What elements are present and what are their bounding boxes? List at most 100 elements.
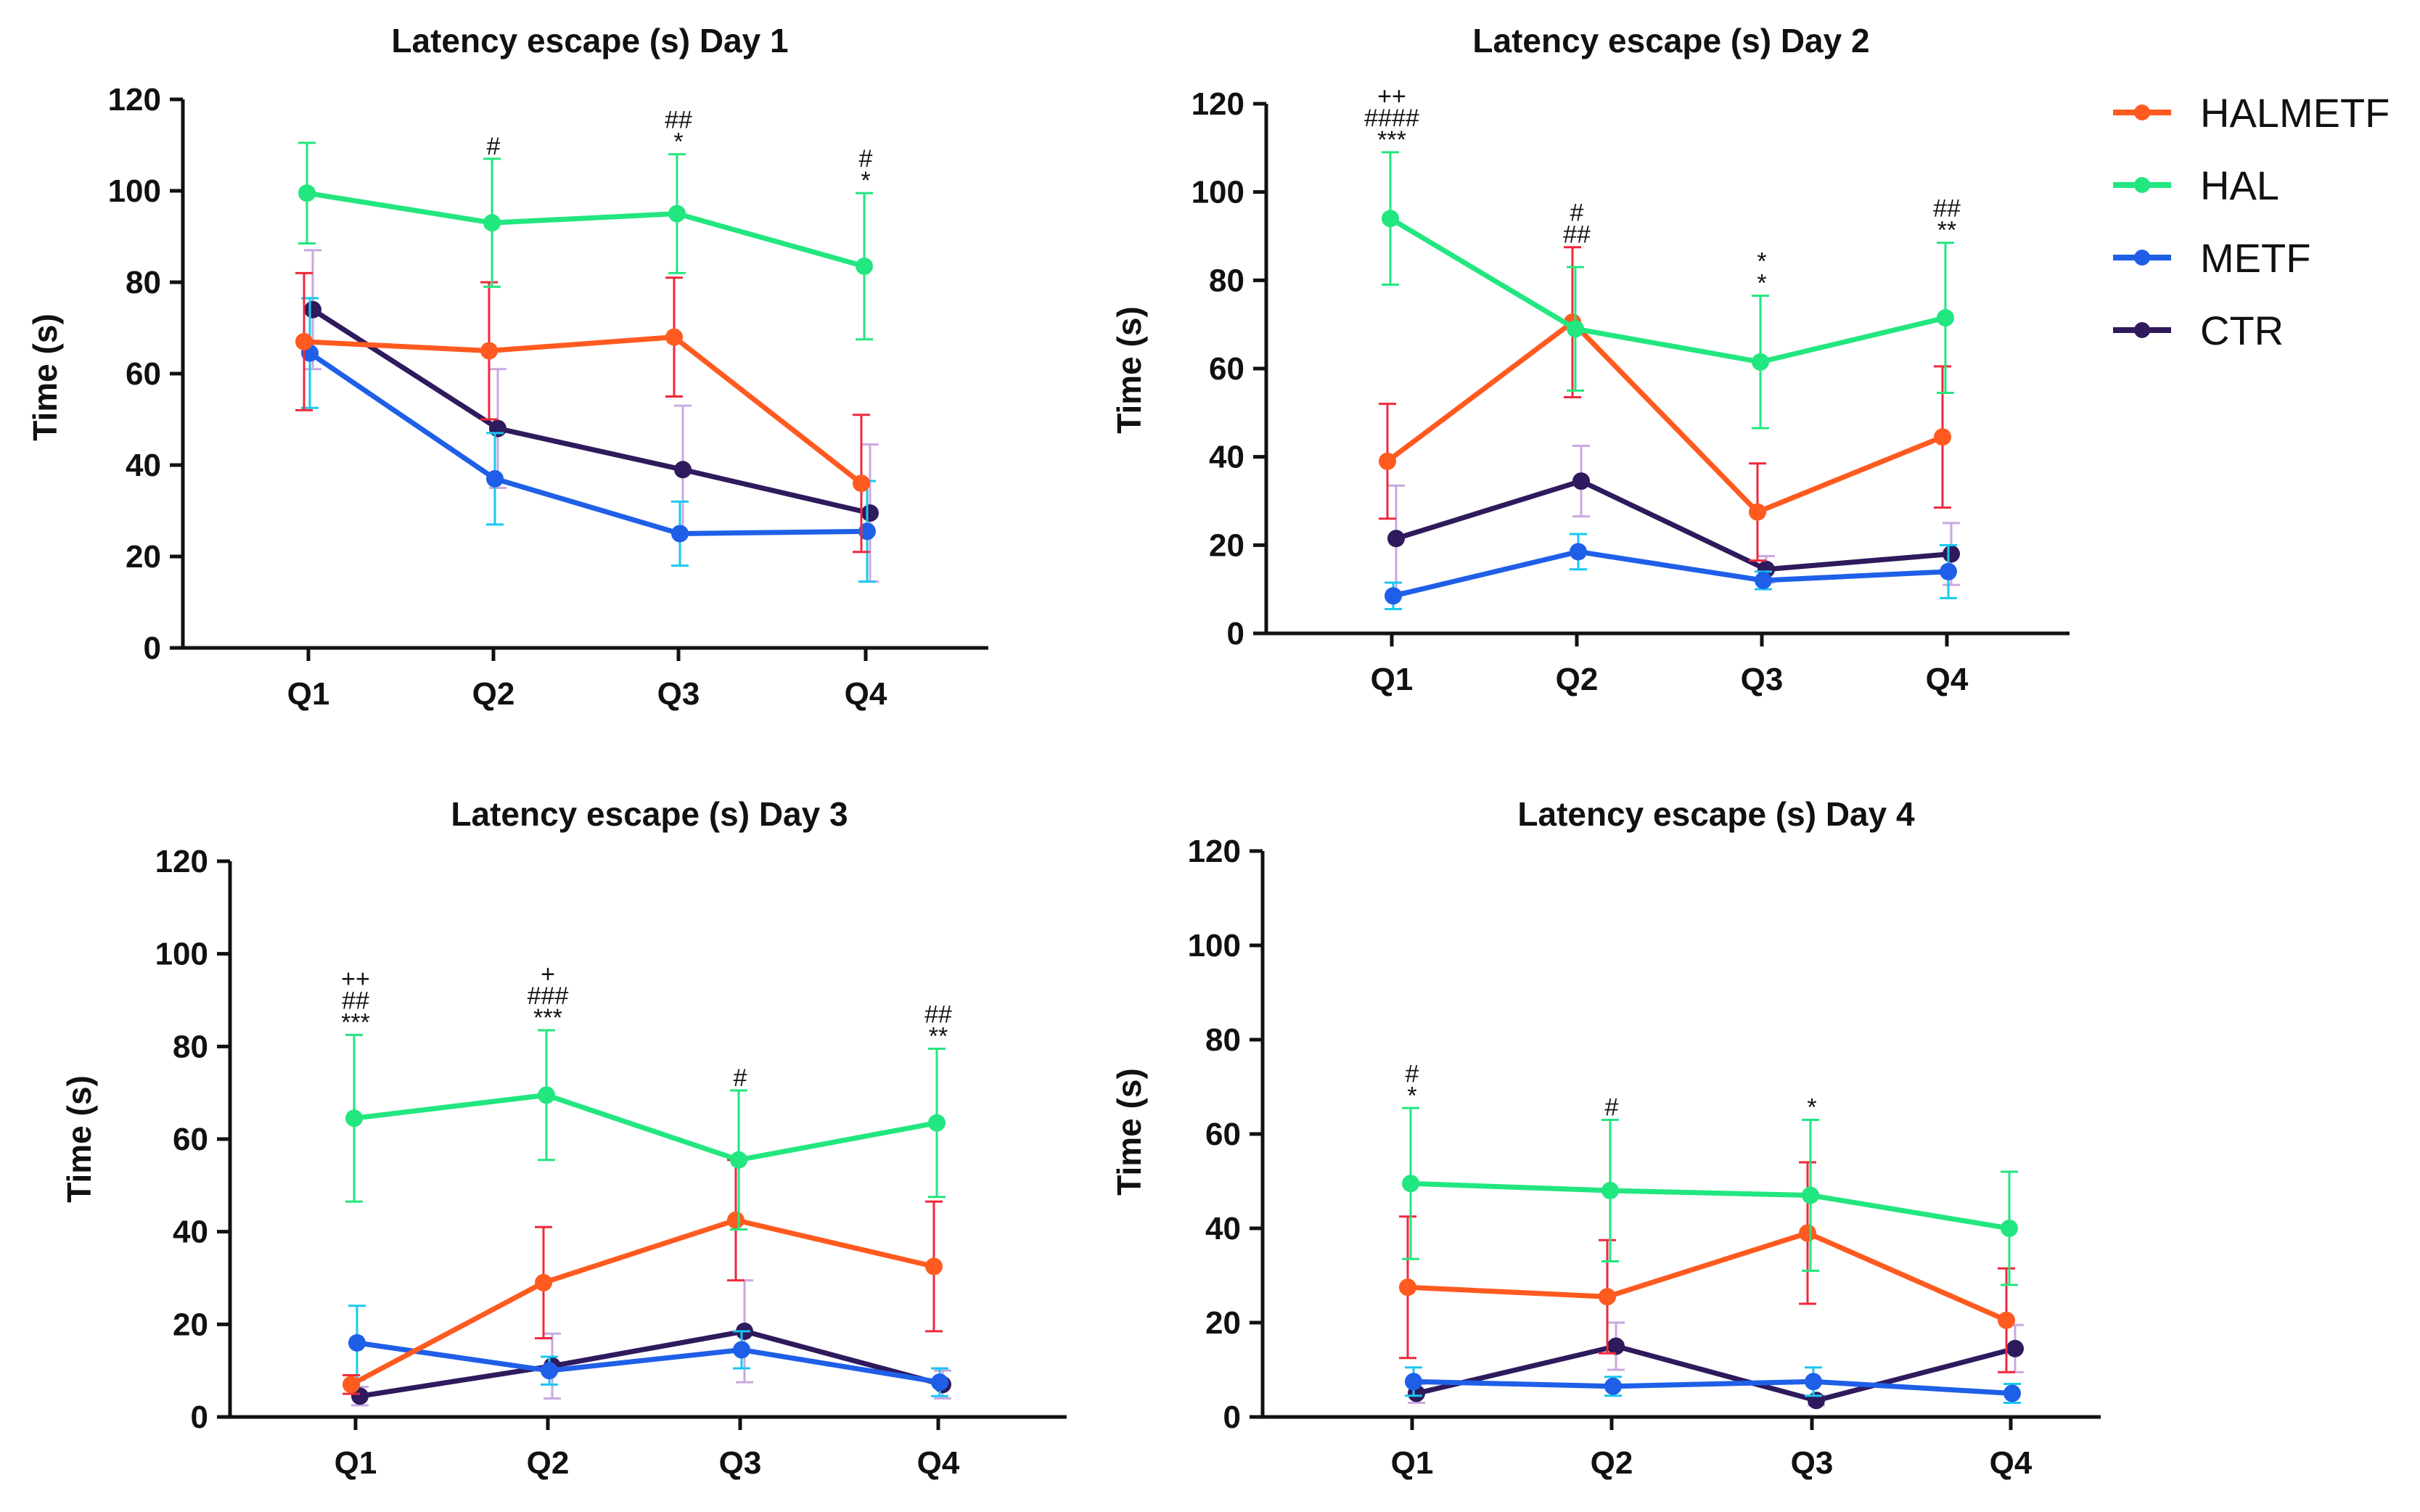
y-axis-label: Time (s): [1110, 1068, 1148, 1196]
series-ctr: [1408, 1321, 2024, 1410]
data-point: [535, 1273, 552, 1291]
series-line: [1413, 1379, 2013, 1396]
series-line: [350, 1217, 935, 1387]
significance-annotation: #*: [1406, 1060, 1419, 1109]
y-tick-label: 80: [1209, 263, 1244, 298]
x-tick-label-q2: Q2: [1556, 662, 1599, 697]
annotation-text: #: [487, 133, 501, 160]
data-point: [1940, 562, 1957, 580]
series-line: [311, 307, 871, 516]
x-tick-label-q4: Q4: [1990, 1445, 2033, 1481]
annotation-text: #: [1570, 200, 1584, 227]
annotation-text: ***: [341, 1008, 370, 1036]
significance-annotation: ##**: [924, 1001, 952, 1051]
series-ctr: [1387, 444, 1960, 593]
data-point: [1385, 587, 1402, 605]
data-point: [931, 1373, 948, 1392]
annotation-text: *: [1757, 248, 1766, 276]
significance-annotation: ##*: [665, 107, 692, 156]
annotation-text: ##: [1933, 195, 1961, 223]
data-point: [1802, 1186, 1819, 1204]
annotation-text: #: [1406, 1060, 1419, 1088]
series-hal: [1382, 151, 1954, 430]
data-point: [928, 1114, 946, 1132]
series-line: [1389, 216, 1946, 365]
legend-label: HAL: [2200, 163, 2279, 208]
series-line: [308, 350, 868, 536]
data-point: [668, 205, 686, 223]
data-point: [1937, 309, 1954, 327]
annotation-text: ##: [342, 987, 369, 1014]
data-point: [1601, 1182, 1619, 1199]
series-line: [1395, 478, 1952, 572]
data-point: [671, 525, 689, 543]
series-line: [1385, 319, 1944, 515]
y-tick-label: 120: [1191, 86, 1244, 122]
legend: HALMETF HAL METF CTR: [2113, 90, 2390, 353]
x-tick-label-q1: Q1: [335, 1445, 377, 1481]
data-point: [1399, 1278, 1416, 1297]
y-tick-label: 0: [144, 630, 161, 666]
data-point: [1570, 543, 1587, 561]
data-point: [2001, 1220, 2018, 1237]
y-tick-label: 0: [1223, 1400, 1241, 1435]
legend-marker: [2134, 322, 2150, 338]
data-point: [538, 1086, 555, 1104]
chart-panel-day-2: Latency escape (s) Day 2 Time (s) 0 20 40 6…: [1110, 22, 2070, 697]
significance-annotation: ##**: [1933, 195, 1961, 245]
series-halmetf: [295, 271, 870, 554]
data-point: [1805, 1373, 1822, 1391]
legend-item-ctr: CTR: [2113, 308, 2284, 353]
data-point: [348, 1334, 366, 1352]
legend-label: HALMETF: [2200, 90, 2390, 136]
legend-marker: [2134, 250, 2150, 266]
data-point: [925, 1257, 943, 1275]
chart-title: Latency escape (s) Day 3: [451, 795, 848, 833]
annotation-text: ++: [1377, 83, 1406, 110]
series-ctr: [351, 1279, 951, 1407]
series-hal: [1402, 1106, 2018, 1286]
chart-panel-day-1: Latency escape (s) Day 1 Time (s) 0 20 40 6…: [26, 22, 988, 712]
annotation-text: #: [734, 1064, 747, 1092]
y-tick-label: 60: [1209, 351, 1244, 387]
chart-title: Latency escape (s) Day 1: [391, 22, 788, 59]
significance-annotation: *: [1807, 1094, 1816, 1122]
series-line: [356, 1340, 940, 1385]
data-point: [1752, 353, 1769, 371]
data-point: [480, 342, 498, 360]
y-tick-label: 60: [1205, 1117, 1241, 1152]
series-metf: [348, 1304, 948, 1397]
annotation-text: **: [1937, 217, 1956, 245]
x-tick-label-q1: Q1: [1391, 1445, 1434, 1481]
data-point: [1567, 320, 1584, 338]
data-point: [298, 184, 316, 202]
y-tick-label: 80: [126, 265, 161, 300]
data-point: [1749, 503, 1766, 521]
data-point: [1799, 1224, 1816, 1242]
series-line: [306, 190, 865, 269]
data-point: [1402, 1175, 1419, 1193]
data-point: [2006, 1339, 2024, 1357]
x-tick-label-q2: Q2: [1591, 1445, 1633, 1481]
y-axis-label: Time (s): [1110, 306, 1148, 434]
data-point: [295, 332, 313, 350]
annotation-text: ####: [1364, 104, 1419, 132]
annotation-text: ###: [528, 982, 569, 1010]
y-tick-label: 40: [1205, 1211, 1241, 1246]
y-tick-label: 100: [1188, 928, 1241, 964]
y-tick-label: 100: [155, 937, 208, 972]
x-tick-label-q4: Q4: [845, 676, 887, 712]
legend-marker: [2134, 177, 2150, 193]
significance-annotation: #*: [859, 145, 873, 194]
significance-annotation: #: [1605, 1094, 1619, 1122]
data-point: [486, 469, 504, 488]
y-tick-label: 20: [173, 1307, 208, 1342]
series-line: [1416, 1344, 2016, 1403]
data-point: [1405, 1373, 1422, 1391]
series-halmetf: [1399, 1161, 2015, 1373]
x-tick-label-q2: Q2: [472, 676, 515, 712]
series-line: [1407, 1230, 2008, 1323]
series-metf: [301, 297, 876, 583]
data-point: [727, 1211, 745, 1229]
